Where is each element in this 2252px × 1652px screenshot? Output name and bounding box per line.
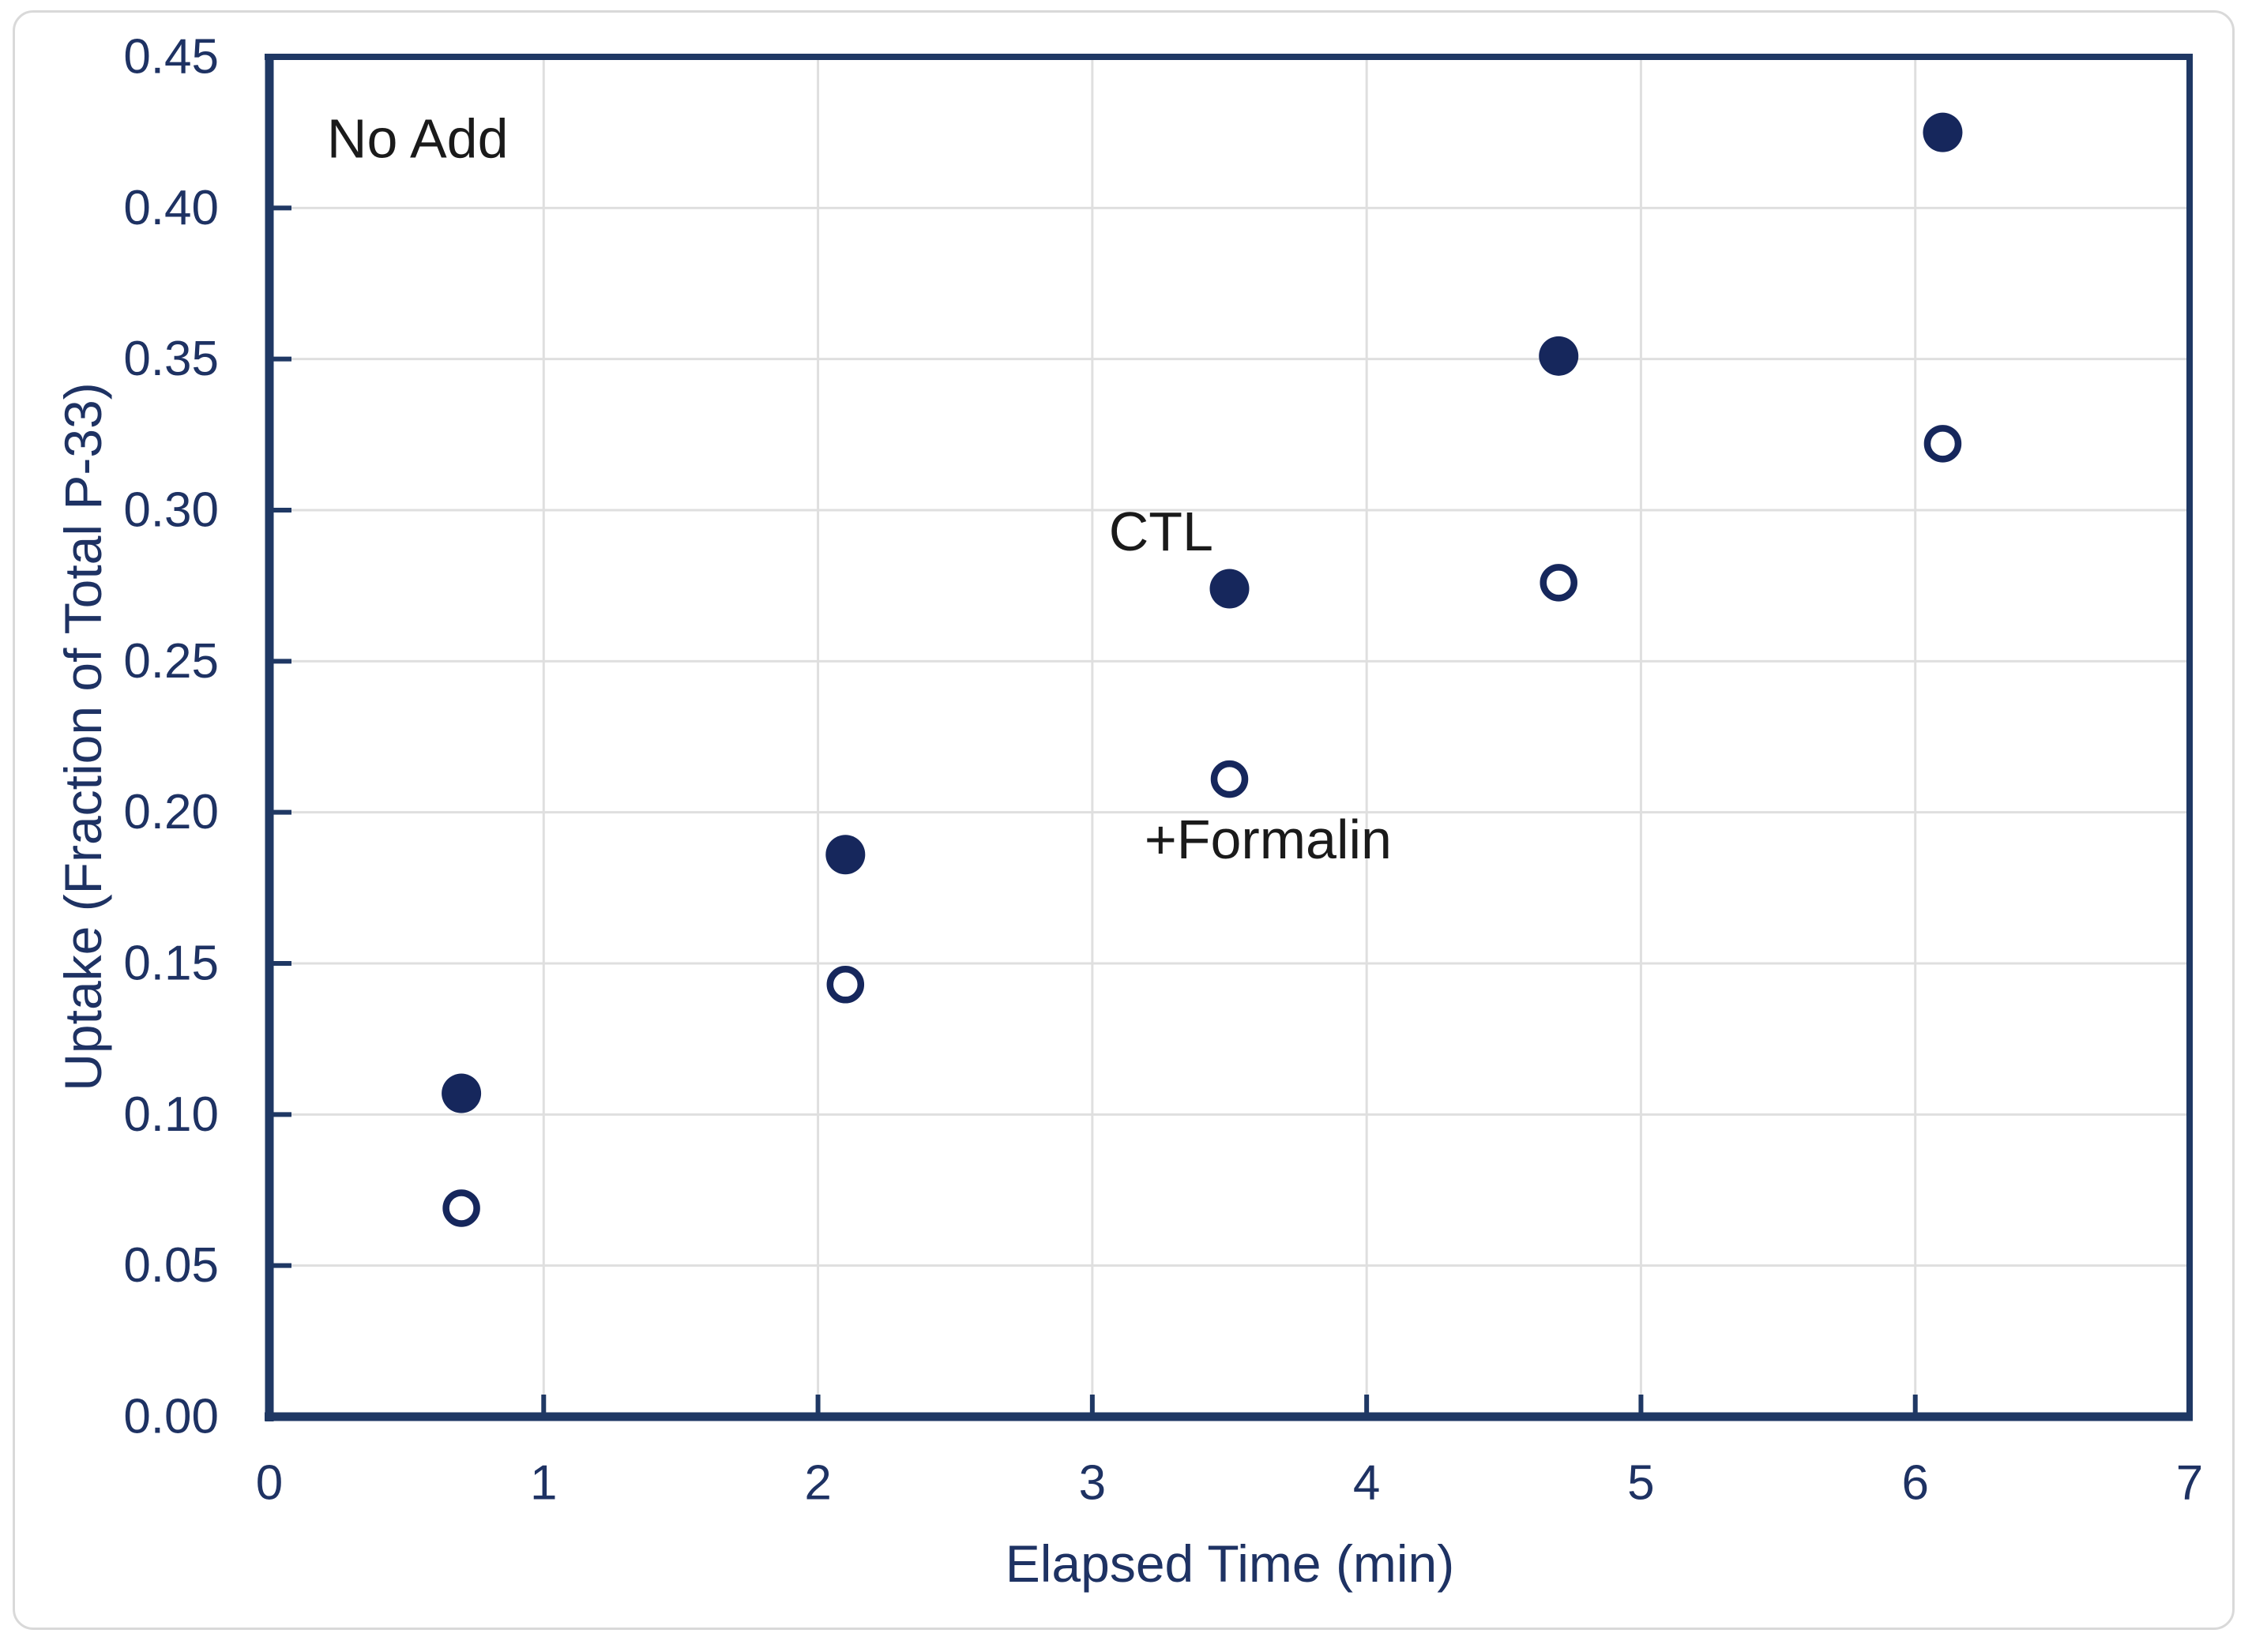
y-axis-title: Uptake (Fraction of Total P-33) (54, 382, 112, 1091)
y-tick-label-0.10: 0.10 (123, 1087, 219, 1142)
x-axis-title: Elapsed Time (min) (1006, 1534, 1455, 1593)
data-point-ctl-3 (1209, 569, 1250, 609)
data-point-formalin-1 (442, 1189, 480, 1227)
x-tick-label-5: 5 (1627, 1456, 1654, 1511)
data-point-formalin-2 (826, 966, 865, 1004)
annotation-no-add: No Add (327, 107, 509, 169)
data-point-ctl-5 (1923, 112, 1963, 152)
x-tick-label-7: 7 (2176, 1456, 2203, 1511)
y-tick-label-0.05: 0.05 (123, 1238, 219, 1293)
y-tick-label-0.20: 0.20 (123, 785, 219, 839)
y-tick-label-0.15: 0.15 (123, 937, 219, 991)
data-point-ctl-2 (825, 835, 866, 875)
x-tick-label-3: 3 (1079, 1456, 1106, 1511)
x-tick-label-0: 0 (256, 1456, 283, 1511)
annotation-ctl: CTL (1109, 501, 1213, 562)
tick-marks-group (273, 205, 1918, 1413)
data-point-formalin-4 (1540, 564, 1577, 602)
gridlines-group (269, 57, 2190, 1417)
data-points-group (442, 112, 1963, 1227)
y-tick-label-0.45: 0.45 (123, 30, 219, 84)
data-point-formalin-5 (1923, 425, 1962, 463)
data-point-formalin-3 (1210, 760, 1249, 798)
x-tick-label-2: 2 (804, 1456, 831, 1511)
x-tick-label-4: 4 (1353, 1456, 1380, 1511)
x-tick-label-6: 6 (1901, 1456, 1928, 1511)
y-tick-label-0.40: 0.40 (123, 181, 219, 235)
y-tick-label-0.35: 0.35 (123, 332, 219, 386)
tick-labels-group: 0.00 0.05 0.10 0.15 0.20 0.25 0.30 0.35 0.40 0.45… (123, 30, 2203, 1511)
y-tick-label-0.30: 0.30 (123, 483, 219, 538)
annotation-formalin: +Formalin (1145, 809, 1392, 870)
data-point-ctl-1 (442, 1073, 482, 1113)
data-point-ctl-4 (1539, 336, 1579, 376)
annotations-group: No Add CTL +Formalin (327, 107, 1392, 870)
x-tick-label-1: 1 (530, 1456, 557, 1511)
y-tick-label-0.25: 0.25 (123, 634, 219, 689)
y-tick-label-0.00: 0.00 (123, 1390, 219, 1444)
plot-frame-group (265, 54, 2193, 1421)
